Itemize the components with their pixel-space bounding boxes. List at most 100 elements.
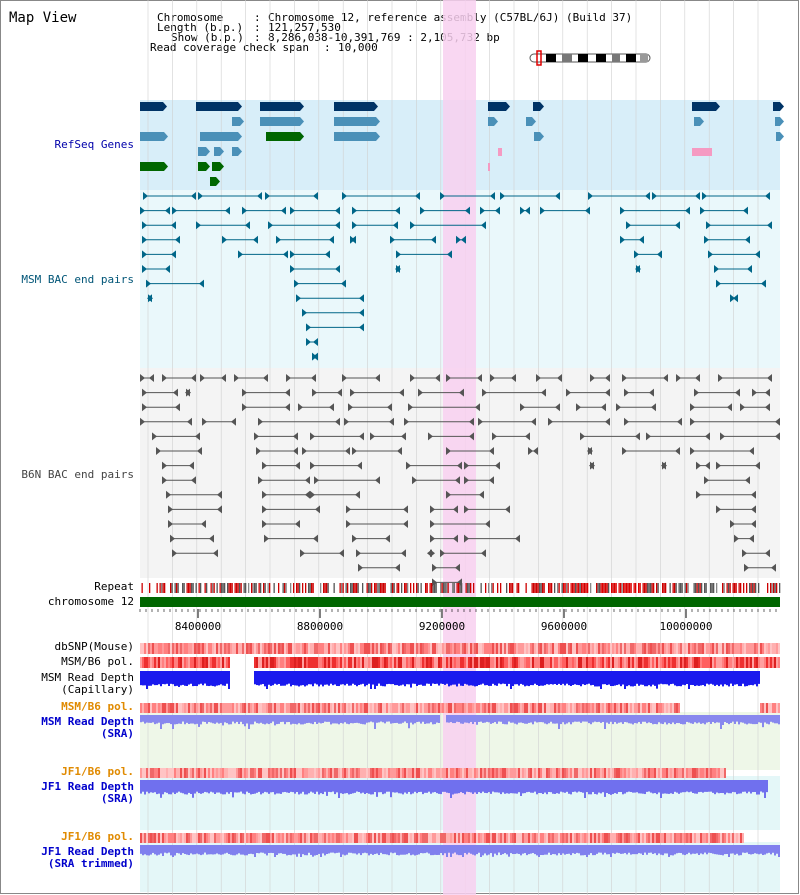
- dbsnp-heat: [188, 643, 190, 654]
- jf1-trim-depth-bar: [520, 845, 522, 856]
- jf1-pol2-heat: [656, 833, 658, 843]
- msm-pol2-heat: [354, 703, 356, 713]
- jf1-sra-depth-bar: [686, 780, 688, 792]
- jf1-pol-heat: [182, 768, 184, 778]
- jf1-pol-heat: [546, 768, 548, 778]
- bac-end-marker: [696, 490, 701, 499]
- repeat-mark: [575, 583, 577, 593]
- msm-pol2-heat: [170, 703, 172, 713]
- jf1-sra-depth-bar: [764, 780, 766, 798]
- dbsnp-heat: [460, 643, 462, 654]
- bac-end-marker: [339, 549, 344, 558]
- jf1-pol-heat: [234, 768, 236, 778]
- msm-pol-heat: [464, 657, 466, 668]
- msm-pol-heat: [588, 657, 590, 668]
- refseq-gene: [694, 117, 700, 126]
- jf1-trim-depth-bar: [498, 845, 500, 853]
- jf1-pol-heat: [658, 768, 660, 778]
- msm-pol2-heat: [608, 703, 610, 713]
- jf1-sra-depth-bar: [224, 780, 226, 795]
- msm-capillary-depth-bar: [152, 671, 154, 685]
- jf1-pol2-heat: [292, 833, 294, 843]
- bac-end-marker: [453, 505, 458, 514]
- jf1-pol-heat: [578, 768, 580, 778]
- msm-capillary-depth-bar: [566, 671, 568, 684]
- jf1-pol2-heat: [412, 833, 414, 843]
- jf1-trim-depth-bar: [758, 845, 760, 855]
- bac-end-marker: [511, 374, 516, 382]
- jf1-pol-heat: [460, 768, 462, 778]
- msm-pol-heat: [406, 657, 408, 668]
- msm-pol-heat: [732, 657, 734, 668]
- jf1-sra-depth-bar: [406, 780, 408, 794]
- jf1-pol-heat: [216, 768, 218, 778]
- bac-end-marker: [495, 206, 500, 215]
- axis-tick-label: 9200000: [419, 620, 465, 633]
- msm-pol-heat: [722, 657, 724, 668]
- dbsnp-heat: [646, 643, 648, 654]
- jf1-pol2-heat: [386, 833, 388, 843]
- bac-end-marker: [262, 505, 267, 514]
- jf1-pol2-heat: [162, 833, 164, 843]
- dbsnp-heat: [576, 643, 578, 654]
- jf1-sra-depth-bar: [648, 780, 650, 792]
- msm-pol-heat: [284, 657, 286, 668]
- jf1-trim-depth-bar: [156, 845, 158, 856]
- jf1-pol2-heat: [464, 833, 466, 843]
- jf1-sra-depth-bar: [286, 780, 288, 793]
- jf1-pol2-heat: [544, 833, 546, 843]
- b6n-bac-pairs[interactable]: [140, 374, 780, 587]
- dbsnp-heat: [156, 643, 158, 654]
- dbsnp-heat: [720, 643, 722, 654]
- dbsnp-heat: [636, 643, 638, 654]
- refseq-genes[interactable]: [140, 102, 784, 186]
- msm-capillary-depth-bar: [360, 671, 362, 685]
- msm-pol-heat: [770, 657, 772, 668]
- jf1-pol2-heat: [712, 833, 714, 843]
- jf1-pol-heat: [552, 768, 554, 778]
- msm-pol2-heat: [508, 703, 510, 713]
- dbsnp-heat: [604, 643, 606, 654]
- dbsnp-heat: [736, 643, 738, 654]
- msm-capillary-depth-bar: [698, 671, 700, 686]
- msm-pol2-heat: [578, 703, 580, 713]
- jf1-trim-depth-bar: [578, 845, 580, 854]
- jf1-sra-depth-bar: [256, 780, 258, 793]
- jf1-pol2-heat: [350, 833, 352, 843]
- jf1-trim-depth-bar: [480, 845, 482, 857]
- jf1-pol-heat: [700, 768, 702, 778]
- repeat-mark: [351, 583, 353, 593]
- msm-capillary-depth-bar: [202, 671, 204, 686]
- jf1-sra-depth-bar: [246, 780, 248, 792]
- jf1-trim-depth-bar: [744, 845, 746, 853]
- msm-pol-heat: [508, 657, 510, 668]
- jf1-trim-depth-bar: [462, 845, 464, 857]
- msm-sra-depth-bar: [358, 715, 360, 724]
- jf1-trim-depth-bar: [158, 845, 160, 855]
- jf1-pol-heat: [190, 768, 192, 778]
- msm-capillary-depth-bar: [640, 671, 642, 685]
- msm-bac-pairs[interactable]: [140, 192, 772, 361]
- dbsnp-heat: [718, 643, 720, 654]
- msm-pol-heat: [402, 657, 404, 668]
- msm-sra-depth-bar: [652, 715, 654, 725]
- msm-sra-depth-bar: [526, 715, 528, 724]
- dbsnp-heat: [432, 643, 434, 654]
- jf1-sra-depth-bar: [242, 780, 244, 794]
- msm-sra-depth-bar: [326, 715, 328, 722]
- dbsnp-heat: [582, 643, 584, 654]
- msm-capillary-depth-bar: [172, 671, 174, 685]
- msm-capillary-depth-bar: [588, 671, 590, 684]
- msm-sra-depth-bar: [332, 715, 334, 724]
- jf1-sra-depth-bar: [182, 780, 184, 794]
- jf1-pol-heat: [620, 768, 622, 778]
- dbsnp-heat: [550, 643, 552, 654]
- jf1-pol-heat: [400, 768, 402, 778]
- msm-sra-depth-bar: [204, 715, 206, 722]
- jf1-pol-heat: [158, 768, 160, 778]
- msm-capillary-depth-bar: [366, 671, 368, 686]
- repeat-mark: [674, 583, 676, 593]
- msm-sra-depth-bar: [740, 715, 742, 723]
- msm-sra-depth-bar: [730, 715, 732, 723]
